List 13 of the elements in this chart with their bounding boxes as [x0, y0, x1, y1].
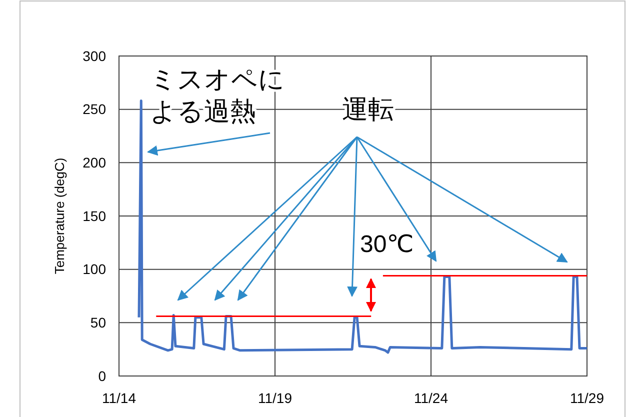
y-tick-label: 100	[82, 261, 106, 278]
y-tick-label: 250	[82, 101, 106, 118]
y-tick-label: 50	[90, 314, 106, 331]
y-axis-title: Temperature (degC)	[52, 158, 67, 274]
y-tick-label: 300	[82, 48, 106, 64]
x-tick-label: 11/24	[414, 390, 448, 406]
annotation: 30℃	[360, 231, 414, 258]
y-tick-label: 0	[98, 368, 106, 384]
y-tick-label: 200	[82, 154, 106, 171]
y-tick-label: 150	[82, 208, 106, 224]
x-tick-label: 11/19	[258, 390, 292, 406]
x-tick-label: 11/14	[102, 390, 136, 406]
x-tick-label: 11/29	[570, 390, 604, 406]
